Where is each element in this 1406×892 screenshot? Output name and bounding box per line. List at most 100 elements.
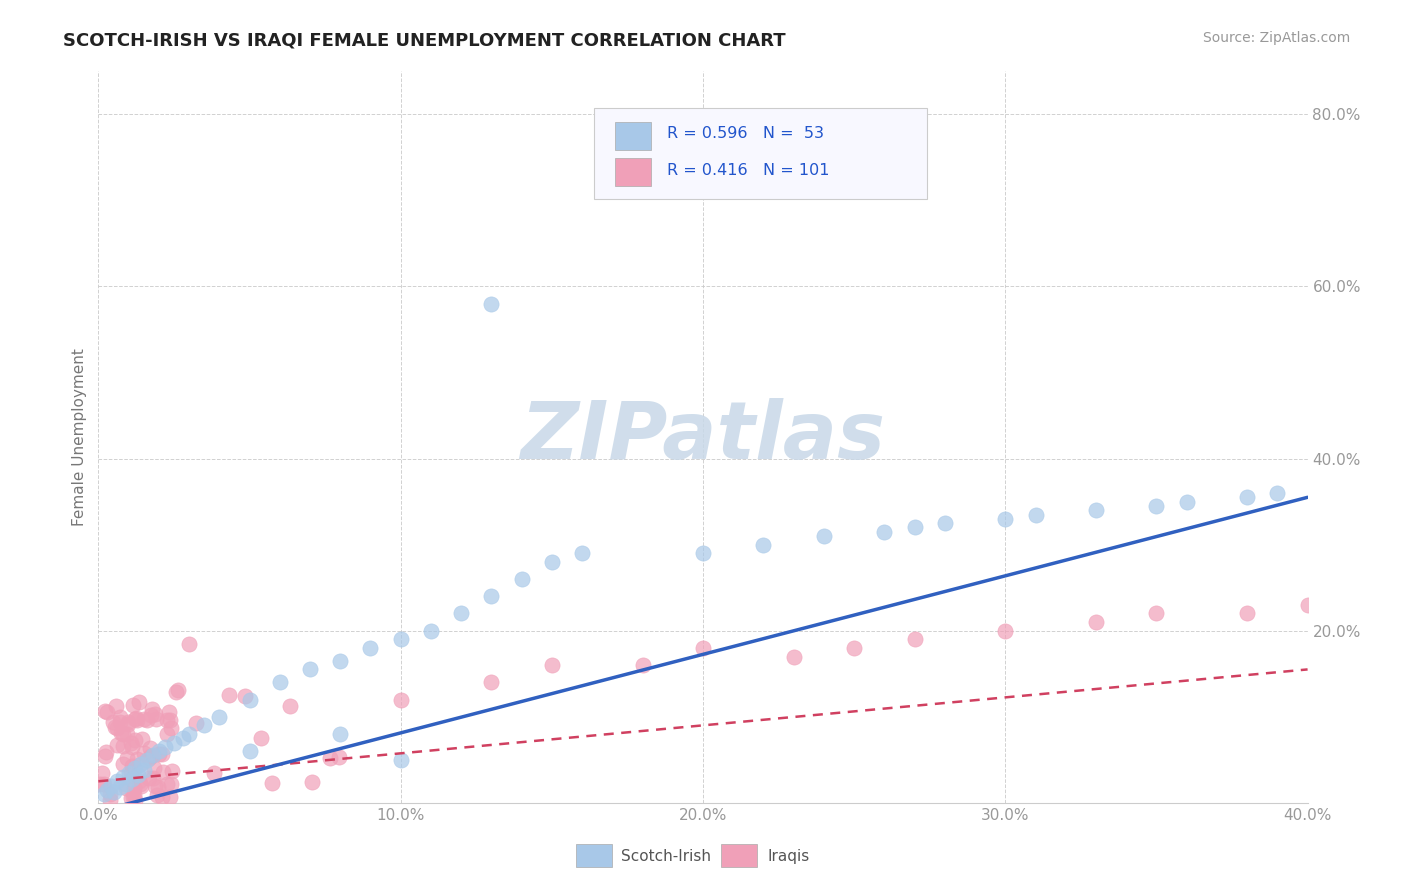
Point	[360, 640, 382, 655]
Point	[250, 731, 273, 746]
Point	[143, 707, 166, 722]
Point	[135, 753, 157, 767]
Point	[156, 713, 179, 727]
Point	[127, 768, 149, 782]
Point	[118, 765, 141, 780]
Point	[110, 725, 132, 739]
Point	[904, 632, 927, 647]
Point	[141, 702, 163, 716]
Point	[218, 689, 240, 703]
Text: Iraqis: Iraqis	[768, 848, 810, 863]
Point	[138, 750, 160, 764]
Point	[389, 692, 412, 706]
Point	[152, 765, 174, 780]
Point	[143, 779, 166, 793]
Point	[160, 777, 183, 791]
Point	[89, 777, 111, 791]
Point	[134, 746, 156, 760]
Point	[1144, 607, 1167, 621]
Point	[90, 766, 112, 780]
Point	[1085, 615, 1108, 629]
Point	[208, 710, 231, 724]
Point	[692, 546, 714, 560]
Point	[163, 735, 186, 749]
Point	[329, 654, 352, 668]
Y-axis label: Female Unemployment: Female Unemployment	[72, 348, 87, 526]
Point	[138, 771, 160, 785]
Point	[132, 712, 155, 726]
Point	[420, 624, 443, 638]
Point	[157, 705, 180, 719]
Point	[117, 716, 139, 731]
Point	[124, 761, 146, 775]
Point	[904, 520, 927, 534]
Point	[142, 772, 165, 786]
Point	[328, 750, 350, 764]
Point	[141, 749, 163, 764]
Point	[159, 721, 181, 735]
Point	[166, 682, 188, 697]
Point	[122, 788, 145, 802]
Point	[105, 774, 128, 789]
Point	[103, 714, 125, 729]
Bar	[721, 844, 758, 867]
Point	[96, 705, 118, 719]
Bar	[614, 159, 651, 186]
Point	[135, 713, 157, 727]
Point	[1236, 491, 1258, 505]
Point	[148, 747, 170, 762]
Point	[692, 640, 714, 655]
Point	[117, 714, 139, 729]
Point	[146, 780, 169, 794]
Point	[481, 589, 503, 603]
Bar	[614, 122, 651, 150]
Point	[481, 675, 503, 690]
Text: R = 0.416   N = 101: R = 0.416 N = 101	[666, 162, 830, 178]
Point	[139, 708, 162, 723]
Point	[145, 712, 167, 726]
Point	[783, 649, 806, 664]
Point	[117, 727, 139, 741]
Point	[115, 780, 138, 795]
Point	[162, 764, 184, 778]
Point	[510, 572, 533, 586]
Point	[873, 524, 896, 539]
Point	[301, 775, 323, 789]
Point	[540, 555, 562, 569]
Point	[122, 789, 145, 804]
Point	[1296, 598, 1319, 612]
Point	[94, 704, 117, 718]
Point	[193, 718, 215, 732]
Point	[121, 772, 143, 786]
Point	[111, 770, 134, 784]
Point	[105, 738, 128, 752]
Point	[319, 750, 342, 764]
Point	[98, 793, 121, 807]
Point	[150, 747, 173, 761]
Point	[124, 793, 146, 807]
Point	[159, 713, 181, 727]
Point	[128, 777, 150, 791]
Point	[450, 607, 472, 621]
Point	[98, 787, 121, 801]
Point	[239, 744, 262, 758]
Text: ZIPatlas: ZIPatlas	[520, 398, 886, 476]
Point	[129, 757, 152, 772]
Point	[131, 732, 153, 747]
Point	[179, 637, 201, 651]
Point	[1236, 607, 1258, 621]
Point	[142, 761, 165, 775]
Point	[150, 789, 173, 804]
FancyBboxPatch shape	[595, 108, 927, 200]
Point	[94, 745, 117, 759]
Point	[120, 736, 142, 750]
Point	[93, 787, 115, 801]
Point	[128, 695, 150, 709]
Point	[129, 779, 152, 793]
Point	[96, 783, 118, 797]
Text: SCOTCH-IRISH VS IRAQI FEMALE UNEMPLOYMENT CORRELATION CHART: SCOTCH-IRISH VS IRAQI FEMALE UNEMPLOYMEN…	[63, 31, 786, 49]
Point	[93, 777, 115, 791]
Point	[844, 640, 866, 655]
Point	[239, 692, 262, 706]
Point	[153, 739, 176, 754]
